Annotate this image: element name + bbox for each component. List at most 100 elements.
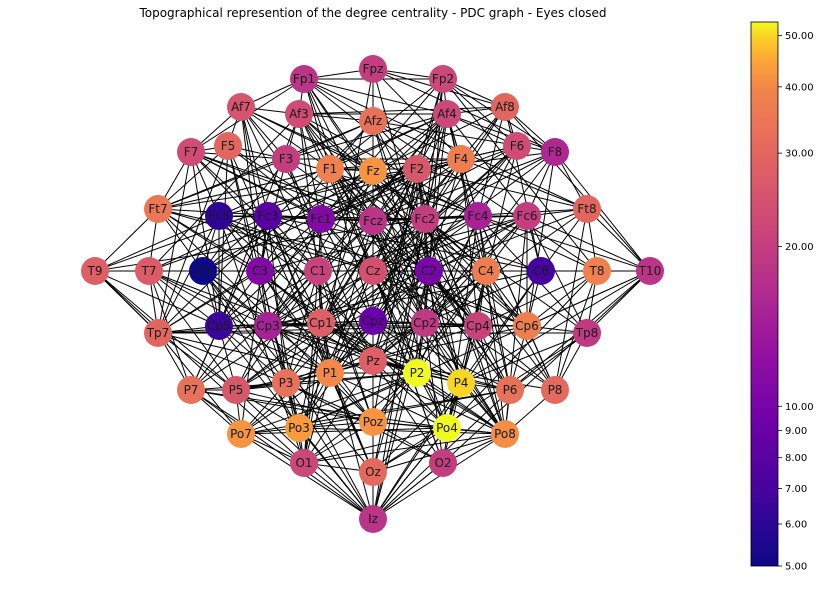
node-f7: F7	[177, 138, 205, 166]
node-fz: Fz	[359, 157, 387, 185]
node-label: Ft8	[577, 202, 596, 216]
edge	[267, 325, 374, 520]
edge	[554, 151, 651, 272]
node-circle	[359, 257, 387, 285]
edge	[303, 78, 374, 222]
node-label: Fp1	[293, 72, 315, 86]
colorbar-tick-label: 50.00	[785, 31, 814, 42]
edge	[460, 270, 651, 384]
edge	[317, 270, 374, 362]
edge	[446, 270, 598, 429]
edge	[157, 208, 261, 272]
node-label: Pz	[366, 354, 380, 368]
edge	[586, 208, 651, 272]
edge	[190, 151, 287, 160]
node-circle	[307, 205, 335, 233]
node-cp1: Cp1	[307, 309, 335, 337]
edge	[526, 270, 598, 327]
node-circle	[359, 347, 387, 375]
node-f6: F6	[503, 132, 531, 160]
node-label: P1	[323, 366, 338, 380]
node-label: Fpz	[363, 62, 384, 76]
node-oz: Oz	[359, 458, 387, 486]
colorbar-tick-label: 40.00	[785, 82, 814, 93]
node-t7: T7	[135, 257, 163, 285]
edge	[267, 270, 487, 327]
edge	[190, 389, 374, 520]
node-label: Cp3	[256, 319, 280, 333]
node-circle	[359, 505, 387, 533]
node-circle	[491, 420, 519, 448]
node-circle	[411, 205, 439, 233]
colorbar-tick-label: 5.00	[785, 562, 807, 573]
edge	[157, 215, 220, 334]
node-label: P2	[410, 366, 425, 380]
edge	[303, 220, 374, 464]
node-label: Fp2	[432, 72, 454, 86]
edge	[446, 113, 528, 217]
node-cp5: Cp5	[205, 312, 233, 340]
node-label: P7	[184, 383, 199, 397]
edge	[372, 270, 506, 435]
edge	[240, 427, 448, 435]
node-circle	[359, 107, 387, 135]
node-cpz: Cpz	[359, 307, 387, 335]
node-circle	[222, 376, 250, 404]
edge	[285, 382, 374, 520]
edge	[298, 106, 506, 115]
edge	[148, 270, 220, 327]
edge	[267, 215, 287, 384]
node-label: P5	[229, 383, 244, 397]
edge	[329, 372, 374, 473]
node-label: Ft7	[148, 202, 167, 216]
node-label: Oz	[365, 465, 381, 479]
edge	[157, 158, 287, 210]
edge	[218, 145, 229, 327]
edge	[372, 120, 462, 160]
node-o1: O1	[290, 449, 318, 477]
node-label: Cp5	[207, 319, 231, 333]
edge	[303, 78, 374, 322]
edge	[446, 270, 487, 429]
node-label: Tp8	[575, 326, 599, 340]
edge	[157, 120, 374, 210]
edge	[372, 320, 511, 391]
edge	[298, 372, 418, 429]
edge	[94, 208, 159, 272]
node-circle	[447, 369, 475, 397]
node-circle	[472, 257, 500, 285]
edge	[372, 215, 528, 272]
node-circle	[403, 155, 431, 183]
edge	[416, 168, 588, 210]
edge	[477, 215, 511, 391]
node-c2: C2	[415, 257, 443, 285]
node-circle	[144, 195, 172, 223]
node-label: Cp4	[466, 319, 490, 333]
edge	[298, 427, 374, 520]
node-label: Af3	[289, 107, 309, 121]
node-circle	[429, 65, 457, 93]
edge	[320, 158, 462, 220]
edge	[416, 270, 487, 374]
node-circle	[177, 376, 205, 404]
node-p4: P4	[447, 369, 475, 397]
node-label: Iz	[368, 512, 378, 526]
node-p7: P7	[177, 376, 205, 404]
node-circle	[433, 414, 461, 442]
node-label: T7	[141, 264, 157, 278]
node-label: Fc5	[208, 209, 229, 223]
edge	[428, 208, 588, 272]
node-label: Po3	[288, 421, 310, 435]
edge	[460, 332, 588, 384]
node-t8: T8	[583, 257, 611, 285]
edge	[267, 270, 374, 327]
node-circle	[541, 138, 569, 166]
node-circle	[403, 359, 431, 387]
node-label: F2	[410, 162, 425, 176]
node-f4: F4	[447, 145, 475, 173]
node-tp8: Tp8	[573, 319, 601, 347]
edge	[460, 270, 542, 384]
colorbar-tick-label: 8.00	[785, 453, 807, 464]
edge	[424, 151, 556, 220]
